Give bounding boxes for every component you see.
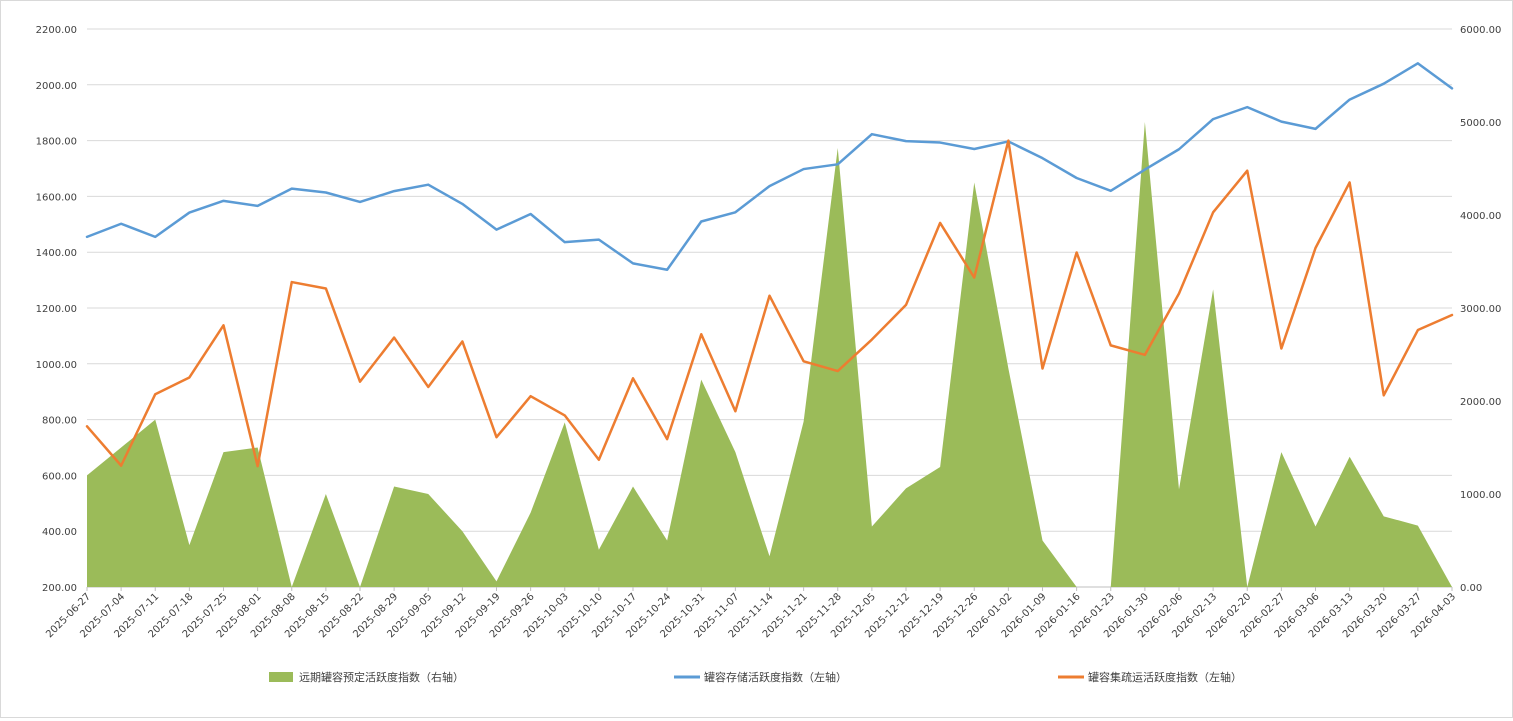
left-axis-tick-label: 800.00 [42,416,77,427]
left-axis-tick-label: 2200.00 [36,25,77,36]
line-series-layer [85,62,1454,468]
legend-label: 罐容集疏运活跃度指数（左轴） [1088,670,1242,684]
right-axis-tick-label: 6000.00 [1460,25,1501,36]
left-axis-tick-label: 400.00 [42,527,77,538]
left-axis-tick-label: 1400.00 [36,248,77,259]
legend-item-storage: 罐容存储活跃度指数（左轴） [674,670,847,684]
legend-item-remote-booking: 远期罐容预定活跃度指数（右轴） [269,670,464,684]
left-axis-tick-label: 200.00 [42,583,77,594]
area-series-remote-booking [87,122,1452,587]
right-axis-tick-label: 0.00 [1460,583,1482,594]
line-series-storage [85,62,1454,272]
legend-item-transport: 罐容集疏运活跃度指数（左轴） [1058,670,1242,684]
x-axis-ticks: 2025-06-272025-07-042025-07-112025-07-18… [44,587,1458,640]
left-axis-ticks: 200.00 400.00 600.00 800.00 1000.00 1200.00 14… [36,25,77,594]
right-axis-tick-label: 1000.00 [1460,490,1501,501]
legend-swatch [269,672,293,682]
right-axis-ticks: 0.00 1000.00 2000.00 3000.00 4000.00 5000.00 6… [1460,25,1501,594]
left-axis-tick-label: 1600.00 [36,192,77,203]
left-axis-tick-label: 1000.00 [36,360,77,371]
line-series-transport [85,139,1454,468]
gridlines [87,28,1452,588]
right-axis-tick-label: 2000.00 [1460,397,1501,408]
left-axis-tick-label: 2000.00 [36,81,77,92]
right-axis-tick-label: 5000.00 [1460,118,1501,129]
left-axis-tick-label: 1800.00 [36,137,77,148]
left-axis-tick-label: 1200.00 [36,304,77,315]
legend-label: 远期罐容预定活跃度指数（右轴） [299,670,464,684]
left-axis-tick-label: 600.00 [42,471,77,482]
right-axis-tick-label: 4000.00 [1460,211,1501,222]
area-series-layer [87,122,1452,587]
legend-label: 罐容存储活跃度指数（左轴） [704,670,847,684]
right-axis-tick-label: 3000.00 [1460,304,1501,315]
legend: 远期罐容预定活跃度指数（右轴） 罐容存储活跃度指数（左轴） 罐容集疏运活跃度指数（左… [269,670,1242,684]
